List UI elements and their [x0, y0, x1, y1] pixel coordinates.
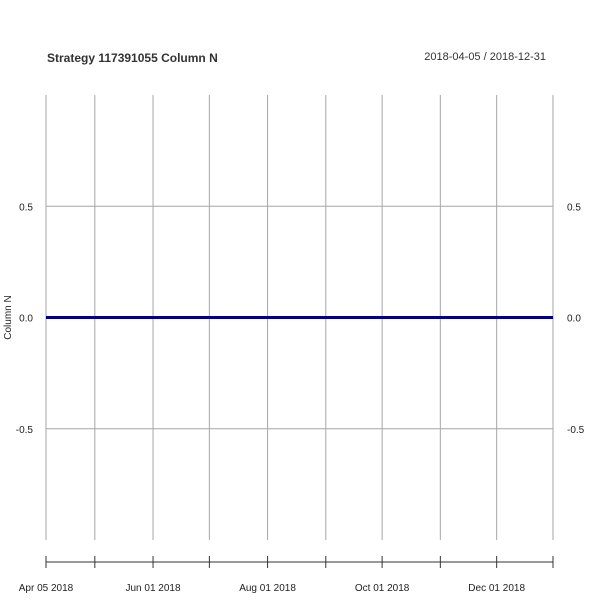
x-tick-label: Oct 01 2018 — [355, 583, 410, 594]
y-tick-labels-right: -0.5 0.0 0.5 — [567, 202, 585, 436]
date-range-label: 2018-04-05 / 2018-12-31 — [424, 51, 546, 63]
y-tick-label: 0.0 — [567, 314, 581, 325]
y-tick-label: 0.0 — [19, 314, 33, 325]
y-tick-label: -0.5 — [16, 425, 34, 436]
x-tick-label: Aug 01 2018 — [239, 583, 296, 594]
x-tick-label: Apr 05 2018 — [19, 583, 74, 594]
y-axis-label: Column N — [3, 295, 14, 339]
x-axis: Apr 05 2018 Jun 01 2018 Aug 01 2018 Oct 01 … — [19, 556, 554, 594]
y-tick-label: -0.5 — [567, 425, 585, 436]
x-tick-label: Jun 01 2018 — [126, 583, 181, 594]
y-tick-label: 0.5 — [567, 202, 581, 213]
x-tick-label: Dec 01 2018 — [468, 583, 525, 594]
y-tick-label: 0.5 — [19, 202, 33, 213]
y-tick-labels-left: -0.5 0.0 0.5 — [16, 202, 34, 436]
chart-title: Strategy 117391055 Column N — [47, 51, 218, 65]
